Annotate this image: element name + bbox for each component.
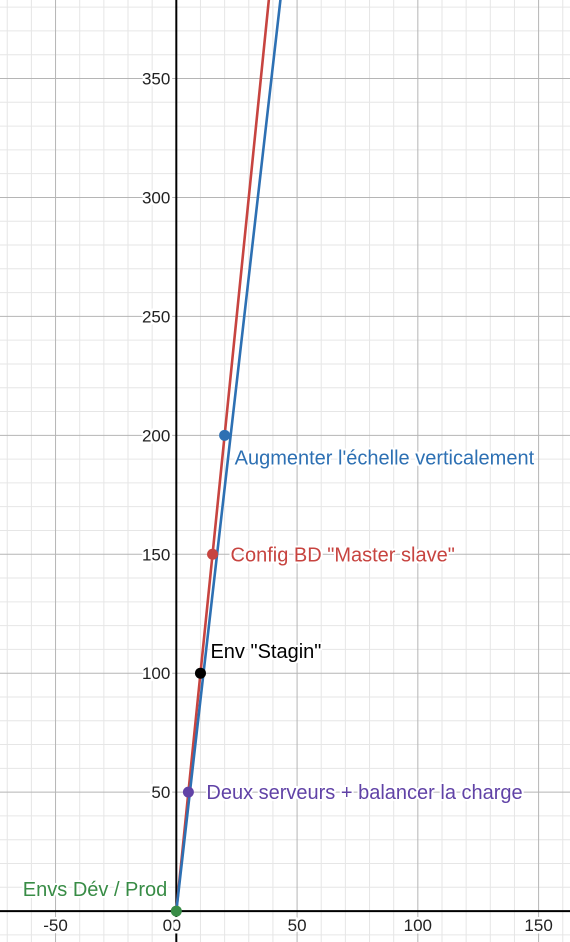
x-tick-label: 0 <box>172 916 181 935</box>
y-tick-label: 100 <box>142 664 170 683</box>
series-lines <box>175 0 282 913</box>
series-line <box>175 0 271 913</box>
point-label: Augmenter l'échelle verticalement <box>235 447 535 469</box>
y-tick-label: 150 <box>142 545 170 564</box>
data-point <box>182 786 194 798</box>
tick-labels: -50 0 50 100 150 0 50 100 150 200 250 300 350 <box>41 67 556 938</box>
point-label: Env "Stagin" <box>210 641 321 663</box>
point-label: Config BD "Master slave" <box>231 544 455 566</box>
origin-tick-label: 0 <box>163 916 172 935</box>
y-tick-label: 300 <box>142 188 170 207</box>
data-point <box>194 667 206 679</box>
point-labels: Envs Dév / Prod Deux serveurs + balancer … <box>21 445 537 903</box>
y-tick-label: 200 <box>142 426 170 445</box>
data-point <box>207 548 219 560</box>
x-tick-label: 100 <box>404 916 432 935</box>
x-tick-label: 150 <box>524 916 552 935</box>
x-tick-label: -50 <box>43 916 68 935</box>
y-tick-label: 50 <box>151 783 170 802</box>
point-label: Envs Dév / Prod <box>23 879 168 901</box>
data-point <box>219 429 231 441</box>
x-tick-label: 50 <box>288 916 307 935</box>
series-line <box>175 0 282 913</box>
y-tick-label: 350 <box>142 70 170 89</box>
y-tick-label: 250 <box>142 307 170 326</box>
data-points <box>170 429 231 917</box>
data-point <box>170 905 182 917</box>
point-label: Deux serveurs + balancer la charge <box>206 782 522 804</box>
